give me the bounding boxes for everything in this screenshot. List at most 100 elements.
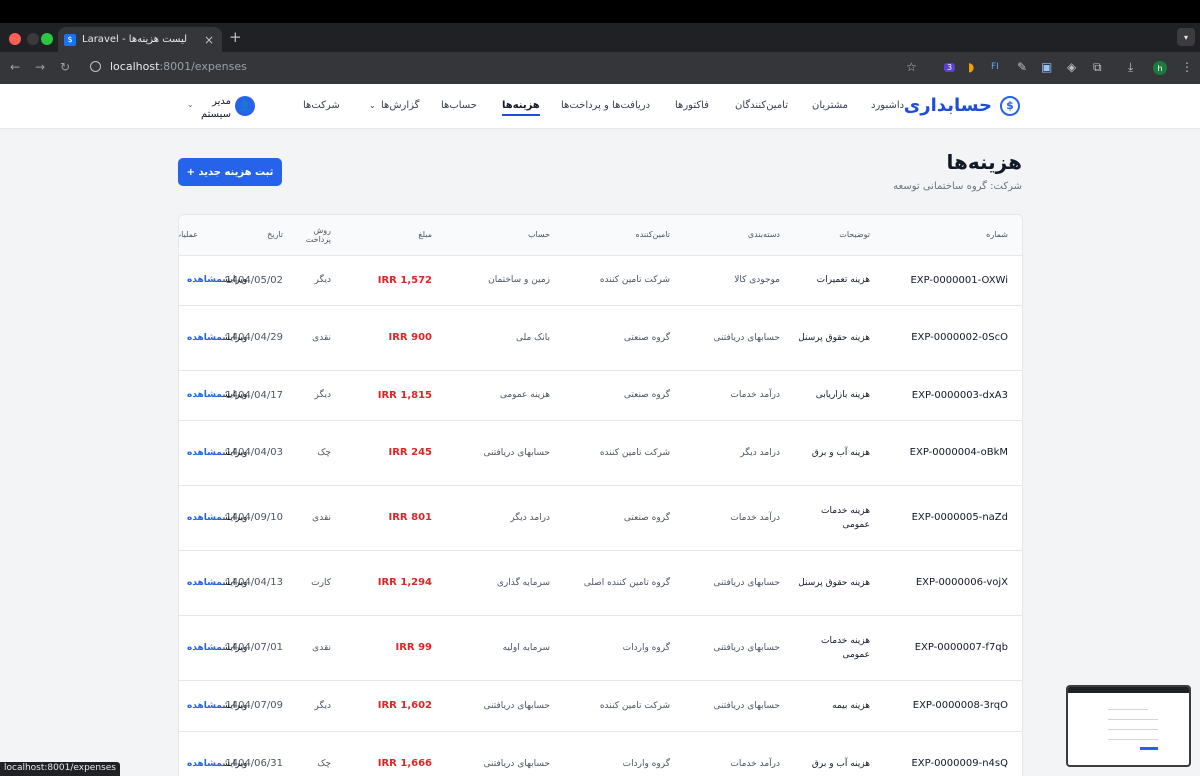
expense-account: سرمایه گذاری: [438, 550, 556, 616]
expense-date: 1404/05/02: [204, 255, 289, 306]
expense-account: زمین و ساختمان: [438, 255, 556, 306]
site-info-icon[interactable]: [90, 61, 101, 72]
view-link[interactable]: مشاهده: [187, 512, 223, 523]
expense-actions: ویرایشمشاهده: [179, 305, 247, 371]
table-row[interactable]: EXP-0000001-OXWi هزینه تعمیرات موجودی کالا…: [179, 255, 1022, 306]
edit-link[interactable]: ویرایش: [222, 275, 248, 285]
profile-avatar[interactable]: h: [1153, 61, 1167, 75]
expense-date: 1404/04/13: [204, 550, 289, 616]
window-close-button[interactable]: [9, 33, 21, 45]
table-row[interactable]: EXP-0000005-naZd هزینه خدمات عمومی درآمد خ…: [179, 485, 1022, 551]
expense-account: هزینه عمومی: [438, 370, 556, 421]
expense-number: EXP-0000009-n4sQ: [876, 731, 1022, 776]
edit-link[interactable]: ویرایش: [222, 642, 248, 653]
edit-link[interactable]: ویرایش: [222, 700, 248, 711]
user-name[interactable]: مدیر سیستم: [201, 96, 231, 120]
address-bar[interactable]: localhost:8001/expenses: [110, 60, 247, 73]
view-link[interactable]: مشاهده: [187, 577, 223, 588]
nav-reports[interactable]: گزارش‌ها: [381, 100, 420, 111]
back-icon[interactable]: ←: [10, 60, 21, 74]
extensions-puzzle-icon[interactable]: ⧉: [1093, 60, 1102, 74]
table-row[interactable]: EXP-0000009-n4sQ هزینه آب و برق درآمد خدما…: [179, 731, 1022, 776]
expense-account: درامد دیگر: [438, 485, 556, 551]
nav-dashboard[interactable]: داشبورد: [871, 100, 905, 111]
edit-link[interactable]: ویرایش: [222, 512, 248, 523]
reload-icon[interactable]: ↻: [60, 60, 71, 74]
expense-category: موجودی کالا: [676, 255, 786, 306]
pip-toolbar: [1068, 687, 1189, 693]
edit-link[interactable]: ویرایش: [222, 447, 248, 458]
header-date: تاریخ: [204, 215, 289, 256]
nav-customers[interactable]: مشتریان: [812, 100, 848, 111]
extension-shield-icon[interactable]: ◈: [1067, 60, 1077, 74]
user-menu-chevron-icon[interactable]: ⌄: [187, 100, 194, 109]
pip-line: [1108, 739, 1158, 740]
url-path: :8001/expenses: [159, 60, 247, 73]
expense-date: 1404/07/01: [204, 615, 289, 681]
view-link[interactable]: مشاهده: [187, 332, 223, 343]
window-minimize-button[interactable]: [27, 33, 39, 45]
nav-companies[interactable]: شرکت‌ها: [303, 100, 340, 111]
pip-line: [1108, 729, 1158, 730]
edit-link[interactable]: ویرایش: [222, 577, 248, 588]
url-host: localhost: [110, 60, 160, 73]
window-zoom-button[interactable]: [41, 33, 53, 45]
chevron-down-icon[interactable]: ⌄: [369, 101, 376, 110]
table-row[interactable]: EXP-0000007-f7qb هزینه خدمات عمومی حسابهای…: [179, 615, 1022, 681]
user-icon[interactable]: 👤: [235, 96, 255, 116]
expense-date: 1404/04/29: [204, 305, 289, 371]
new-expense-button[interactable]: + ثبت هزینه جدید: [178, 158, 282, 186]
expense-actions: ویرایشمشاهده: [179, 615, 247, 681]
table-row[interactable]: EXP-0000002-0ScO هزینه حقوق پرسنل حسابهای …: [179, 305, 1022, 371]
company-name: گروه ساختمانی توسعه: [893, 181, 987, 192]
company-label: شرکت:: [990, 181, 1022, 192]
new-tab-icon[interactable]: +: [229, 28, 242, 46]
view-link[interactable]: مشاهده: [187, 700, 223, 711]
extension-badge-icon[interactable]: 3: [944, 63, 956, 72]
pip-line: [1108, 719, 1158, 720]
bookmark-star-icon[interactable]: ☆: [906, 60, 917, 74]
downloads-icon[interactable]: ⤓: [1128, 60, 1134, 74]
header-category: دسته‌بندی: [676, 215, 786, 256]
expense-number: EXP-0000008-3rqO: [876, 680, 1022, 732]
header-vendor: تامین‌کننده: [556, 215, 676, 256]
extension-moon-icon[interactable]: ◗: [968, 60, 975, 74]
table-row[interactable]: EXP-0000004-oBkM هزینه آب و برق درامد دیگر…: [179, 420, 1022, 486]
nav-vendors[interactable]: تامین‌کنندگان: [735, 100, 789, 111]
table-row[interactable]: EXP-0000003-dxA3 هزینه بازاریابی درآمد خدم…: [179, 370, 1022, 421]
table-row[interactable]: EXP-0000006-vojX هزینه حقوق پرسنل حسابهای …: [179, 550, 1022, 616]
expense-description: هزینه بیمه: [786, 680, 876, 732]
forward-icon[interactable]: →: [35, 60, 46, 74]
extension-fi-icon[interactable]: FI: [991, 62, 999, 72]
browser-tab[interactable]: $ Laravel - لیست هزینه‌ها ×: [58, 27, 222, 52]
expense-description: هزینه تعمیرات: [786, 255, 876, 306]
tab-close-icon[interactable]: ×: [203, 32, 215, 47]
edit-link[interactable]: ویرایش: [222, 758, 248, 769]
expense-vendor: شرکت تامین کننده: [556, 680, 676, 732]
expense-number: EXP-0000003-dxA3: [876, 370, 1022, 421]
picture-in-picture-thumbnail[interactable]: [1066, 685, 1191, 767]
header-number: شماره: [876, 215, 1022, 256]
extension-screen-icon[interactable]: ▣: [1041, 60, 1053, 74]
nav-receipts-payments[interactable]: دریافت‌ها و پرداخت‌ها: [561, 100, 651, 111]
brand[interactable]: $ حسابداری: [904, 95, 1020, 116]
expense-payment-method: نقدی: [289, 615, 337, 681]
view-link[interactable]: مشاهده: [187, 447, 223, 458]
edit-link[interactable]: ویرایش: [222, 332, 248, 343]
view-link[interactable]: مشاهده: [187, 390, 223, 400]
expense-account: حسابهای دریافتنی: [438, 731, 556, 776]
extension-pen-icon[interactable]: ✎: [1017, 60, 1028, 74]
tab-search-icon[interactable]: ▾: [1177, 28, 1195, 46]
expense-number: EXP-0000006-vojX: [876, 550, 1022, 616]
table-body: EXP-0000001-OXWi هزینه تعمیرات موجودی کالا…: [179, 255, 1022, 776]
view-link[interactable]: مشاهده: [187, 275, 223, 285]
browser-menu-icon[interactable]: ⋮: [1181, 60, 1193, 74]
view-link[interactable]: مشاهده: [187, 758, 223, 769]
edit-link[interactable]: ویرایش: [222, 390, 248, 400]
expense-amount: IRR 1,572: [337, 255, 438, 306]
nav-invoices[interactable]: فاکتورها: [675, 100, 709, 111]
nav-accounts[interactable]: حساب‌ها: [441, 100, 477, 111]
view-link[interactable]: مشاهده: [187, 642, 223, 653]
nav-expenses[interactable]: هزینه‌ها: [502, 100, 540, 116]
table-row[interactable]: EXP-0000008-3rqO هزینه بیمه حسابهای دریافت…: [179, 680, 1022, 732]
